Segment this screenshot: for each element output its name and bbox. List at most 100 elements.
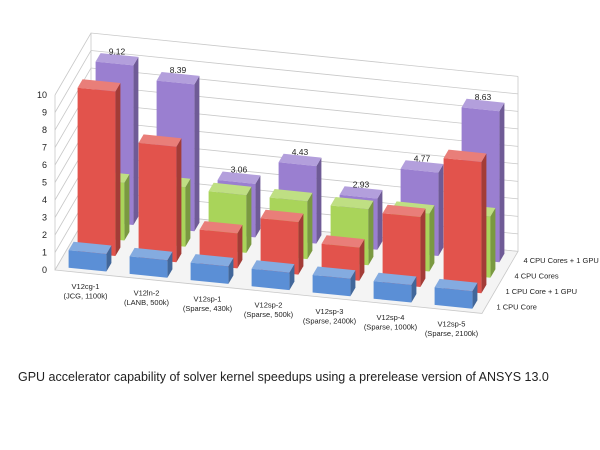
series-depth-labels: 1 CPU Core 1 CPU Core + 1 GPU 4 CPU Cores 4… <box>497 256 599 312</box>
series-label: 4 CPU Cores + 1 GPU <box>524 256 599 265</box>
bar-front <box>434 287 473 309</box>
y-tick-label: 9 <box>42 108 47 118</box>
bar-top <box>373 272 417 285</box>
bar-top <box>77 79 121 92</box>
bar-side <box>411 276 417 303</box>
y-tick-label: 0 <box>42 265 47 275</box>
chart-bars: 8.63 4.77 2.93 4.43 3.06 8.39 9.12 <box>68 46 505 309</box>
data-label: 9.12 <box>109 46 126 56</box>
bar-top <box>330 197 374 210</box>
bar-side <box>316 157 322 244</box>
data-label: 4.43 <box>292 147 309 157</box>
series-label: 1 CPU Core <box>497 303 537 312</box>
y-tick-label: 7 <box>42 143 47 153</box>
bar-top <box>461 98 505 112</box>
bar-side <box>499 102 505 263</box>
bar-top <box>95 53 139 66</box>
figure-caption: GPU accelerator capability of solver ker… <box>18 370 549 384</box>
y-tick-label: 1 <box>42 248 47 258</box>
chart: 0 1 2 3 4 5 6 7 8 9 10 8.63 4.77 2.93 4.43 3.06 8.39 9.1… <box>37 32 599 338</box>
category-label: V12ln-2 (LANB, 500k) <box>124 288 170 307</box>
bar-1-cpu-core-1-gpu <box>138 134 182 263</box>
bar-1-cpu-core <box>251 260 295 291</box>
bar-front <box>68 250 107 272</box>
series-label: 1 CPU Core + 1 GPU <box>506 287 577 296</box>
bar-side <box>228 257 234 284</box>
bar-1-cpu-core <box>312 266 356 297</box>
bar-front <box>260 218 299 275</box>
bar-side <box>124 174 130 241</box>
bar-side <box>377 190 383 250</box>
bar-top <box>217 171 261 184</box>
bar-top <box>260 209 304 223</box>
category-labels: V12cg-1 (JCG, 1100k) V12ln-2 (LANB, 500k) V1… <box>63 282 478 338</box>
bar-side <box>429 205 435 272</box>
data-label: 8.39 <box>170 65 187 75</box>
bar-top <box>321 235 365 248</box>
y-tick-label: 8 <box>42 125 47 135</box>
bar-side <box>438 164 444 256</box>
bar-front <box>190 262 229 284</box>
bar-top <box>208 182 252 196</box>
bar-side <box>115 83 121 256</box>
bar-side <box>237 224 243 269</box>
bar-top <box>251 260 295 273</box>
bar-1-cpu-core <box>129 247 173 278</box>
y-tick-label: 5 <box>42 178 47 188</box>
bar-1-cpu-core <box>373 272 417 303</box>
bar-1-cpu-core-1-gpu <box>382 204 426 287</box>
data-label: 8.63 <box>475 92 492 102</box>
bar-top <box>138 134 182 147</box>
bar-top <box>199 221 243 234</box>
bar-top <box>400 160 444 173</box>
bar-side <box>167 251 173 278</box>
bar-top <box>269 189 313 202</box>
bar-front <box>77 87 116 256</box>
category-label: V12sp-1 (Sparse, 430k) <box>183 295 233 314</box>
bar-side <box>185 178 191 247</box>
bar-top <box>156 72 200 85</box>
bar-side <box>350 270 356 297</box>
y-tick-label: 2 <box>42 230 47 240</box>
bar-top <box>68 241 112 254</box>
data-label: 4.77 <box>414 153 431 163</box>
category-label: V12sp-5 (Sparse, 2100k) <box>425 319 479 338</box>
bar-top <box>190 254 234 267</box>
bar-1-cpu-core <box>68 241 112 272</box>
bar-top <box>443 149 487 162</box>
y-tick-label: 10 <box>37 90 47 100</box>
y-tick-label: 6 <box>42 160 47 170</box>
bar-top <box>434 278 478 292</box>
bar-top <box>278 153 322 167</box>
category-label: V12sp-2 (Sparse, 500k) <box>244 301 294 320</box>
bar-front <box>382 213 421 287</box>
bar-front <box>373 281 412 303</box>
y-axis-ticks: 0 1 2 3 4 5 6 7 8 9 10 <box>37 90 47 275</box>
bar-side <box>481 153 487 294</box>
data-label: 3.06 <box>231 165 248 175</box>
bar-side <box>133 56 139 226</box>
data-label: 2.93 <box>353 179 370 189</box>
bar-side <box>194 75 200 232</box>
bar-side <box>106 245 112 272</box>
category-label: V12sp-4 (Sparse, 1000k) <box>364 313 418 332</box>
y-tick-label: 3 <box>42 213 47 223</box>
bar-front <box>129 256 168 278</box>
bar-front <box>312 275 351 297</box>
bar-side <box>289 264 295 291</box>
bar-side <box>472 282 478 309</box>
bar-side <box>255 175 261 238</box>
bar-1-cpu-core <box>190 254 234 284</box>
bar-1-cpu-core-1-gpu <box>260 209 304 275</box>
bar-front <box>443 158 482 294</box>
bar-side <box>368 200 374 266</box>
bar-1-cpu-core <box>434 278 478 309</box>
category-label: V12cg-1 (JCG, 1100k) <box>63 282 108 301</box>
bar-side <box>420 208 426 287</box>
bar-side <box>246 186 252 253</box>
y-tick-label: 4 <box>42 195 47 205</box>
bar-side <box>359 239 365 281</box>
bar-front <box>138 142 177 263</box>
bar-top <box>312 266 356 279</box>
series-label: 4 CPU Cores <box>515 272 559 281</box>
